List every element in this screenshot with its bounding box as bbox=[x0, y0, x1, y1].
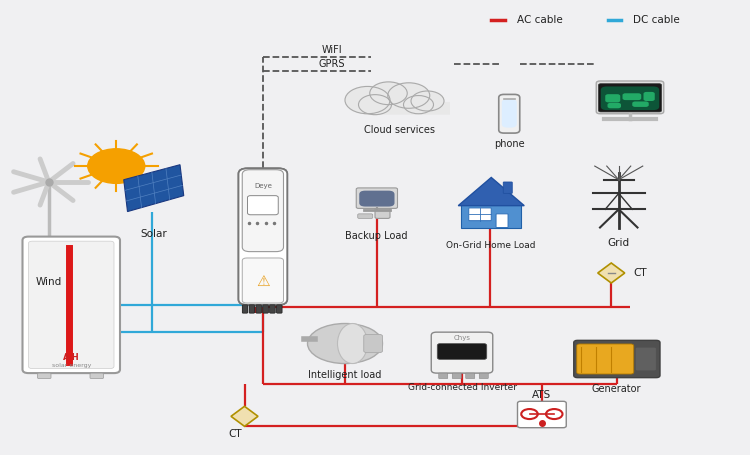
FancyBboxPatch shape bbox=[270, 305, 275, 313]
Polygon shape bbox=[461, 204, 521, 228]
FancyBboxPatch shape bbox=[242, 258, 284, 303]
FancyBboxPatch shape bbox=[238, 168, 287, 305]
FancyBboxPatch shape bbox=[518, 401, 566, 428]
Text: Grid: Grid bbox=[608, 238, 630, 248]
FancyBboxPatch shape bbox=[375, 191, 390, 218]
FancyBboxPatch shape bbox=[28, 241, 114, 369]
FancyBboxPatch shape bbox=[503, 182, 512, 193]
Text: Grid-connected Inverter: Grid-connected Inverter bbox=[407, 383, 517, 392]
FancyBboxPatch shape bbox=[277, 305, 282, 313]
Circle shape bbox=[88, 149, 145, 183]
FancyBboxPatch shape bbox=[38, 373, 51, 379]
FancyBboxPatch shape bbox=[270, 305, 275, 313]
Text: DC cable: DC cable bbox=[633, 15, 680, 25]
FancyBboxPatch shape bbox=[479, 373, 488, 379]
FancyBboxPatch shape bbox=[644, 92, 655, 101]
FancyBboxPatch shape bbox=[256, 305, 261, 313]
Circle shape bbox=[388, 83, 430, 108]
FancyBboxPatch shape bbox=[437, 344, 487, 359]
Ellipse shape bbox=[338, 324, 368, 364]
FancyBboxPatch shape bbox=[256, 305, 261, 313]
Text: Generator: Generator bbox=[592, 384, 641, 394]
Text: GPRS: GPRS bbox=[319, 59, 345, 69]
FancyBboxPatch shape bbox=[242, 170, 284, 252]
Circle shape bbox=[411, 91, 444, 111]
FancyBboxPatch shape bbox=[608, 103, 621, 108]
FancyBboxPatch shape bbox=[496, 214, 508, 228]
Polygon shape bbox=[598, 263, 625, 283]
Text: ⚠: ⚠ bbox=[256, 274, 270, 289]
Text: CT: CT bbox=[229, 429, 242, 439]
FancyBboxPatch shape bbox=[242, 305, 248, 313]
FancyBboxPatch shape bbox=[502, 99, 517, 127]
Text: Wind: Wind bbox=[36, 277, 62, 287]
Ellipse shape bbox=[308, 324, 382, 364]
FancyBboxPatch shape bbox=[622, 93, 641, 100]
FancyBboxPatch shape bbox=[262, 305, 268, 313]
Circle shape bbox=[370, 82, 407, 105]
FancyBboxPatch shape bbox=[431, 332, 493, 373]
FancyBboxPatch shape bbox=[262, 305, 268, 313]
FancyBboxPatch shape bbox=[242, 258, 284, 303]
Text: On-Grid Home Load: On-Grid Home Load bbox=[446, 241, 536, 250]
FancyBboxPatch shape bbox=[90, 373, 104, 379]
FancyBboxPatch shape bbox=[358, 214, 373, 218]
FancyBboxPatch shape bbox=[601, 86, 659, 110]
Text: CT: CT bbox=[634, 268, 647, 278]
FancyBboxPatch shape bbox=[22, 237, 120, 373]
Circle shape bbox=[358, 95, 392, 115]
Polygon shape bbox=[124, 165, 184, 212]
Text: A·H: A·H bbox=[63, 353, 80, 362]
FancyBboxPatch shape bbox=[439, 373, 448, 379]
Text: Intelligent load: Intelligent load bbox=[308, 370, 382, 380]
Text: ⚠: ⚠ bbox=[256, 274, 270, 289]
Circle shape bbox=[345, 86, 390, 114]
FancyBboxPatch shape bbox=[248, 196, 278, 215]
FancyBboxPatch shape bbox=[596, 81, 664, 114]
Text: ATS: ATS bbox=[532, 390, 551, 400]
FancyBboxPatch shape bbox=[632, 101, 649, 107]
Text: Cloud services: Cloud services bbox=[364, 125, 434, 135]
Text: phone: phone bbox=[494, 140, 524, 149]
FancyBboxPatch shape bbox=[359, 191, 394, 207]
Text: AC cable: AC cable bbox=[518, 15, 562, 25]
Text: Backup Load: Backup Load bbox=[345, 231, 408, 241]
FancyBboxPatch shape bbox=[605, 94, 620, 102]
FancyBboxPatch shape bbox=[635, 347, 656, 371]
FancyBboxPatch shape bbox=[574, 340, 660, 378]
FancyBboxPatch shape bbox=[598, 84, 662, 112]
FancyBboxPatch shape bbox=[249, 305, 254, 313]
Text: WiFI: WiFI bbox=[322, 45, 342, 55]
Text: Deye: Deye bbox=[254, 183, 272, 189]
FancyBboxPatch shape bbox=[238, 168, 287, 305]
FancyBboxPatch shape bbox=[277, 305, 282, 313]
Circle shape bbox=[404, 96, 433, 114]
FancyBboxPatch shape bbox=[466, 373, 475, 379]
FancyBboxPatch shape bbox=[242, 305, 248, 313]
FancyBboxPatch shape bbox=[452, 373, 461, 379]
FancyBboxPatch shape bbox=[248, 196, 278, 215]
Text: solar energy: solar energy bbox=[52, 364, 91, 368]
FancyBboxPatch shape bbox=[356, 188, 398, 208]
Text: Chys: Chys bbox=[454, 334, 470, 341]
FancyBboxPatch shape bbox=[242, 170, 284, 252]
FancyBboxPatch shape bbox=[249, 305, 254, 313]
FancyBboxPatch shape bbox=[577, 344, 634, 374]
FancyBboxPatch shape bbox=[364, 102, 450, 115]
FancyBboxPatch shape bbox=[469, 208, 491, 221]
FancyBboxPatch shape bbox=[364, 334, 382, 353]
Polygon shape bbox=[458, 177, 524, 206]
Text: Deye: Deye bbox=[254, 182, 272, 188]
Polygon shape bbox=[231, 406, 258, 426]
Text: Solar: Solar bbox=[140, 229, 167, 239]
FancyBboxPatch shape bbox=[499, 95, 520, 133]
